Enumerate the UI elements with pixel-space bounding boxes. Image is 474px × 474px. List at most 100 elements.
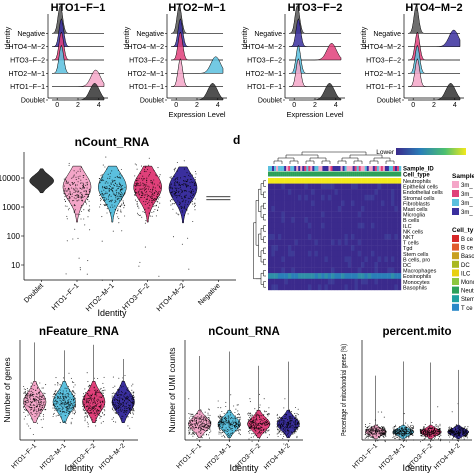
data-point — [119, 189, 121, 191]
data-point — [67, 392, 69, 394]
heat-cell — [304, 245, 309, 251]
data-point — [228, 420, 230, 422]
data-point — [151, 215, 153, 217]
data-point — [110, 182, 112, 184]
data-point — [77, 181, 79, 183]
heat-cell — [314, 234, 319, 240]
data-point — [200, 418, 202, 420]
data-point — [87, 400, 89, 402]
data-point — [133, 410, 135, 412]
data-point — [234, 411, 236, 414]
sample-annotation-cell — [300, 166, 303, 171]
data-point — [367, 435, 369, 437]
data-point — [148, 174, 151, 176]
data-point — [120, 211, 122, 213]
data-point — [59, 396, 61, 398]
data-point — [39, 382, 41, 384]
heat-cell — [314, 200, 319, 207]
data-point — [40, 407, 42, 409]
heat-cell — [364, 228, 368, 235]
data-point — [297, 429, 299, 431]
data-point — [281, 426, 283, 428]
data-point — [24, 394, 26, 396]
heat-cell — [317, 200, 322, 207]
data-point — [40, 401, 42, 403]
heat-cell — [307, 206, 312, 212]
sample-annotation-cell — [342, 166, 345, 171]
data-point — [422, 428, 424, 430]
data-point — [111, 395, 113, 397]
data-point — [258, 393, 261, 395]
data-point — [121, 188, 123, 191]
data-point — [104, 197, 106, 199]
data-point — [133, 396, 135, 398]
heat-cell — [367, 267, 372, 274]
data-point — [126, 416, 128, 418]
heat-cell — [287, 206, 292, 212]
dendro-link — [260, 228, 264, 240]
data-point — [85, 399, 87, 401]
data-point — [230, 428, 232, 430]
dendro-link — [369, 160, 379, 164]
heat-cell — [354, 222, 358, 229]
heat-cell — [381, 256, 385, 263]
data-point — [120, 394, 122, 396]
heat-cell — [331, 256, 335, 263]
data-point — [66, 403, 68, 405]
heat-cell — [297, 200, 302, 207]
data-point — [135, 184, 138, 186]
data-point — [238, 419, 240, 421]
data-point — [449, 429, 451, 432]
panel-letter: d — [233, 133, 240, 147]
data-point — [460, 427, 463, 429]
sample-annotation-cell — [362, 166, 365, 171]
data-point — [121, 175, 123, 177]
data-point — [234, 427, 236, 429]
data-point — [376, 429, 378, 432]
data-point — [460, 431, 462, 433]
heat-cell — [291, 200, 295, 207]
heat-cell — [307, 256, 312, 263]
data-point — [429, 435, 431, 437]
heat-cell — [351, 217, 355, 223]
data-point — [226, 422, 228, 424]
heat-cell — [354, 250, 358, 257]
heat-cell — [354, 200, 358, 207]
data-point — [59, 384, 61, 386]
data-point — [422, 439, 424, 441]
dendro-link — [263, 258, 266, 266]
data-point — [286, 426, 288, 429]
data-point — [121, 193, 123, 195]
heat-cell — [391, 178, 395, 184]
data-point — [450, 433, 452, 435]
data-point — [219, 417, 221, 419]
data-point — [256, 427, 258, 429]
data-point — [192, 431, 194, 433]
data-point — [153, 197, 156, 200]
data-point — [258, 432, 260, 434]
heat-cell — [377, 194, 382, 201]
data-point — [411, 426, 413, 429]
data-point — [127, 397, 129, 399]
data-point — [123, 194, 125, 196]
data-point — [69, 404, 71, 406]
data-point — [228, 424, 230, 426]
sample-annotation-cell — [382, 166, 386, 171]
heat-cell — [277, 284, 282, 291]
data-point — [297, 427, 299, 429]
data-point — [218, 427, 220, 429]
data-point — [285, 431, 287, 433]
data-point — [456, 434, 458, 437]
heat-cell — [268, 284, 272, 291]
heat-cell — [331, 200, 335, 207]
data-point — [30, 402, 32, 404]
data-point — [106, 192, 108, 194]
data-point — [284, 413, 286, 415]
data-point — [90, 396, 92, 399]
data-point — [267, 415, 269, 417]
heat-cell — [307, 245, 312, 251]
data-point — [71, 399, 73, 401]
heat-cell — [351, 250, 355, 257]
data-point — [260, 426, 262, 428]
data-point — [84, 418, 86, 420]
